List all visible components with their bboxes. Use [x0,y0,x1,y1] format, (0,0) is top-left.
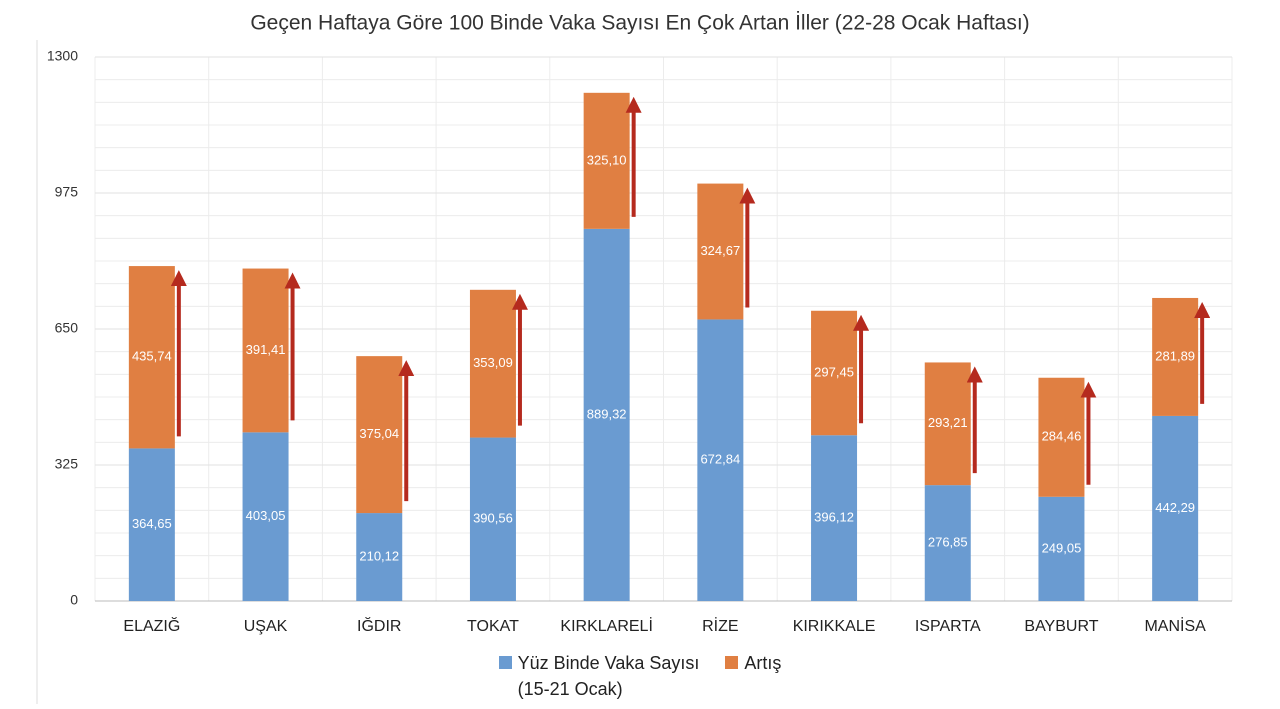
bar-segment [1152,415,1199,601]
bar-segment [128,448,175,601]
value-label: 442,29 [1155,500,1195,515]
value-label: 435,74 [132,349,172,364]
x-tick-label: MANİSA [1144,616,1206,635]
bar-segment [1038,377,1085,497]
bar-segment [242,268,289,433]
value-label: 297,45 [814,364,854,379]
legend-item: Artış [725,650,781,702]
chart-title: Geçen Haftaya Göre 100 Binde Vaka Sayısı… [250,12,1029,35]
x-tick-label: KIRKLARELİ [560,616,652,635]
x-tick-label: UŞAK [244,618,288,635]
bar-segment [811,435,858,601]
value-label: 325,10 [587,152,627,167]
x-tick-label: ELAZIĞ [123,616,180,635]
bar-segment [583,228,630,601]
y-tick-label: 0 [70,592,78,608]
bar-segment [1152,297,1199,416]
x-tick-label: TOKAT [467,618,519,635]
value-label: 672,84 [700,452,740,467]
legend-label: Artış [744,653,782,673]
x-tick-label: ISPARTA [915,618,981,635]
legend-swatch [498,656,512,669]
bar-segment [583,92,630,229]
bar-segment [1038,496,1085,601]
bar-segment [469,289,516,438]
value-label: 284,46 [1042,429,1082,444]
bar-segment [697,319,744,601]
y-tick-label: 975 [55,184,79,200]
bar-segment [356,356,403,514]
value-label: 276,85 [928,535,968,550]
x-tick-label: BAYBURT [1024,618,1098,635]
value-label: 353,09 [473,355,513,370]
value-label: 364,65 [132,516,172,531]
value-label: 210,12 [359,548,399,563]
legend-label: Yüz Binde Vaka Sayısı (15-21 Ocak) [517,653,700,699]
y-tick-label: 325 [55,456,79,472]
value-label: 391,41 [246,342,286,357]
value-label: 390,56 [473,511,513,526]
x-tick-label: KIRIKKALE [793,618,876,635]
value-label: 293,21 [928,415,968,430]
bar-segment [697,183,744,320]
value-label: 249,05 [1042,540,1082,555]
value-label: 403,05 [246,508,286,523]
bar-segment [356,513,403,601]
bar-segment [811,310,858,436]
value-label: 396,12 [814,510,854,525]
x-tick-label: RİZE [702,616,738,635]
value-label: 889,32 [587,406,627,421]
y-tick-label: 650 [55,320,79,336]
value-label: 375,04 [359,426,399,441]
bar-segment [128,266,175,449]
bar-segment [242,432,289,601]
value-label: 281,89 [1155,348,1195,363]
value-label: 324,67 [700,243,740,258]
bar-segment [469,437,516,601]
x-tick-label: IĞDIR [357,616,401,635]
legend-item: Yüz Binde Vaka Sayısı (15-21 Ocak) [498,650,700,702]
legend-swatch [725,656,739,669]
bar-segment [924,362,971,486]
bar-segment [924,485,971,601]
legend: Yüz Binde Vaka Sayısı (15-21 Ocak) Artış [0,650,1280,702]
y-tick-label: 1300 [47,48,78,64]
